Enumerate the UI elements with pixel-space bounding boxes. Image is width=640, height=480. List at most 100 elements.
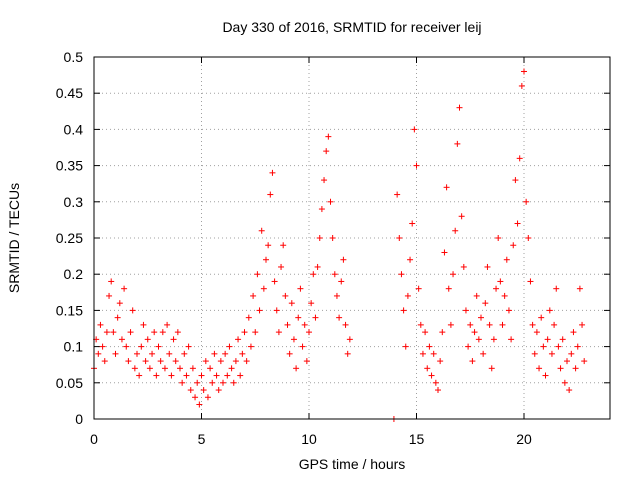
data-point (151, 329, 158, 336)
data-point (269, 169, 276, 176)
data-point (250, 292, 257, 299)
data-point (340, 256, 347, 263)
data-point (458, 213, 465, 220)
data-point (157, 358, 164, 365)
data-point (484, 263, 491, 270)
data-point (325, 133, 332, 140)
data-point (99, 343, 106, 350)
data-point (263, 256, 269, 263)
data-point (168, 372, 175, 379)
data-point (435, 387, 441, 394)
x-tick-label: 0 (90, 431, 98, 447)
data-point (243, 358, 250, 365)
data-point (527, 278, 534, 285)
data-point (450, 271, 457, 278)
data-point (510, 242, 517, 249)
y-tick-label: 0 (75, 411, 83, 427)
data-point (308, 300, 315, 307)
data-point (237, 372, 244, 379)
data-point (536, 365, 543, 372)
x-axis-label: GPS time / hours (299, 456, 406, 472)
data-point (422, 329, 429, 336)
data-point (170, 336, 177, 343)
data-point (116, 300, 123, 307)
data-point (542, 372, 549, 379)
data-point (441, 249, 448, 256)
data-point (447, 321, 454, 328)
data-point (284, 321, 291, 328)
data-point (469, 358, 476, 365)
data-point (394, 191, 401, 198)
data-point (327, 198, 334, 205)
data-point (295, 314, 302, 321)
data-point (486, 321, 493, 328)
data-point (297, 285, 304, 292)
data-point (329, 235, 336, 241)
data-point (344, 350, 351, 357)
data-point (254, 271, 261, 278)
data-point (177, 365, 183, 372)
data-point (497, 278, 504, 285)
data-point (493, 285, 500, 292)
data-point (303, 358, 310, 365)
data-point (164, 321, 171, 328)
data-point (172, 358, 179, 365)
data-point (106, 292, 113, 299)
data-point (460, 263, 467, 270)
data-point (576, 285, 583, 292)
data-point (521, 68, 527, 75)
data-point (432, 379, 439, 386)
data-point (574, 343, 581, 350)
data-point (293, 365, 300, 372)
data-point (402, 343, 409, 350)
data-point (275, 329, 282, 336)
data-point (196, 401, 203, 408)
data-point (278, 263, 285, 270)
data-point (174, 329, 181, 336)
data-point (465, 343, 472, 350)
data-point (516, 155, 523, 162)
data-point (336, 314, 343, 321)
data-point (211, 350, 218, 357)
data-point (471, 329, 478, 336)
y-tick-label: 0.3 (64, 194, 84, 210)
data-point (108, 278, 115, 285)
data-point (142, 358, 149, 365)
data-point (323, 148, 330, 155)
data-point (346, 336, 353, 343)
data-point (125, 358, 132, 365)
data-point (407, 256, 414, 263)
x-tick-label: 10 (301, 431, 317, 447)
x-tick-label: 5 (198, 431, 206, 447)
tick-layer: 0 5 10 15 20 0 0.05 0.1 0.15 0.2 0.25 0.3 0.35 0.4 0.4… (56, 49, 610, 447)
plot-frame (93, 56, 611, 420)
data-point (209, 379, 216, 386)
y-tick-label: 0.4 (64, 121, 84, 137)
data-point (398, 271, 405, 278)
data-point (462, 307, 469, 314)
x-tick-label: 20 (516, 431, 532, 447)
data-point (183, 372, 190, 379)
data-point (426, 343, 433, 350)
data-point (525, 235, 532, 241)
data-point (290, 336, 297, 343)
y-tick-label: 0.25 (56, 230, 83, 246)
data-point (415, 285, 422, 292)
data-point (411, 126, 418, 133)
data-point (566, 387, 573, 394)
data-point (200, 387, 207, 394)
data-point (245, 314, 252, 321)
data-point (572, 365, 579, 372)
data-point (265, 242, 272, 249)
data-point (452, 227, 459, 234)
y-tick-label: 0.35 (56, 158, 83, 174)
data-point (321, 177, 328, 184)
data-point (114, 314, 121, 321)
data-point (419, 350, 426, 357)
data-point (220, 379, 226, 386)
data-point (144, 336, 151, 343)
data-point (138, 343, 145, 350)
data-point (103, 329, 110, 336)
